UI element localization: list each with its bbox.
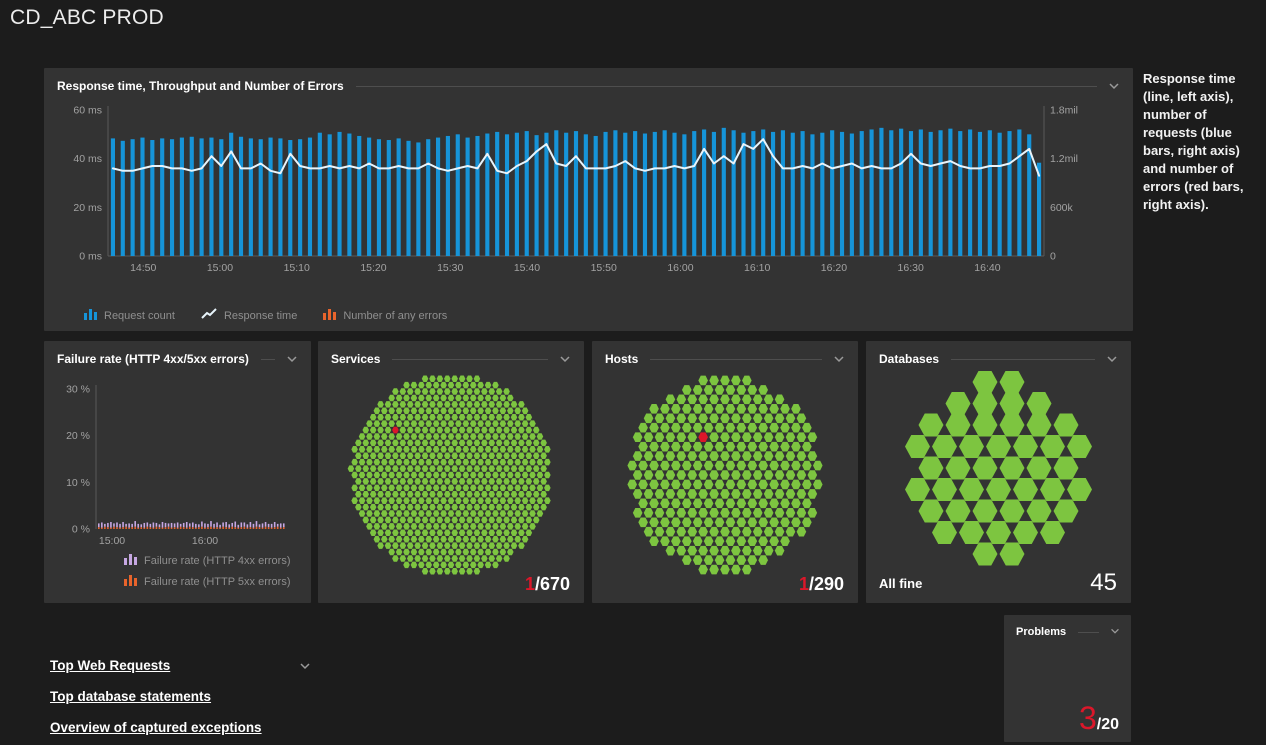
svg-text:16:20: 16:20 bbox=[821, 262, 847, 274]
hosts-count: 1/290 bbox=[799, 574, 844, 595]
svg-text:0 %: 0 % bbox=[72, 524, 90, 536]
chevron-down-icon[interactable] bbox=[558, 352, 572, 366]
page-title: CD_ABC PROD bbox=[10, 6, 164, 29]
problems-panel: Problems 3 /20 bbox=[1004, 615, 1131, 742]
services-total-count: /670 bbox=[534, 574, 570, 594]
link-top-database-statements[interactable]: Top database statements bbox=[50, 689, 212, 704]
svg-text:0 ms: 0 ms bbox=[79, 251, 102, 263]
legend-item[interactable]: Response time bbox=[201, 308, 297, 323]
header-divider bbox=[951, 358, 1095, 360]
svg-text:20 ms: 20 ms bbox=[73, 202, 102, 214]
chevron-down-icon[interactable] bbox=[1105, 352, 1119, 366]
chevron-down-icon[interactable] bbox=[1109, 625, 1123, 639]
drilldown-links: Top Web Requests Top database statements… bbox=[50, 650, 312, 743]
svg-text:16:10: 16:10 bbox=[744, 262, 770, 274]
bar-series-icon bbox=[124, 553, 137, 568]
databases-status-label: All fine bbox=[879, 576, 923, 591]
failure-panel-title: Failure rate (HTTP 4xx/5xx errors) bbox=[57, 352, 249, 366]
timeseries-legend: Request count Response time Number of any … bbox=[84, 308, 447, 323]
failure-rate-legend: Failure rate (HTTP 4xx errors) Failure ra… bbox=[124, 553, 291, 589]
link-overview-captured-exceptions[interactable]: Overview of captured exceptions bbox=[50, 720, 262, 735]
header-divider bbox=[650, 358, 822, 360]
header-divider bbox=[260, 358, 275, 360]
svg-text:1.2mil: 1.2mil bbox=[1050, 153, 1078, 165]
link-top-web-requests[interactable]: Top Web Requests bbox=[50, 658, 171, 673]
services-panel: Services 1/670 bbox=[318, 341, 584, 603]
svg-text:10 %: 10 % bbox=[66, 477, 90, 489]
svg-text:15:50: 15:50 bbox=[591, 262, 617, 274]
hosts-panel-title: Hosts bbox=[605, 352, 639, 366]
timeseries-panel: Response time, Throughput and Number of … bbox=[44, 68, 1133, 331]
legend-item[interactable]: Failure rate (HTTP 4xx errors) bbox=[124, 553, 291, 568]
svg-text:16:40: 16:40 bbox=[974, 262, 1000, 274]
bar-series-icon bbox=[323, 308, 337, 323]
svg-text:15:40: 15:40 bbox=[514, 262, 540, 274]
line-series-icon bbox=[201, 308, 217, 323]
bar-series-icon bbox=[84, 308, 97, 323]
problems-open-count: 3 bbox=[1078, 700, 1097, 736]
hosts-honeycomb[interactable] bbox=[592, 371, 858, 583]
databases-count: 45 bbox=[1090, 569, 1117, 596]
chevron-down-icon[interactable] bbox=[1107, 79, 1121, 93]
legend-item[interactable]: Failure rate (HTTP 5xx errors) bbox=[124, 574, 291, 589]
services-honeycomb[interactable] bbox=[318, 371, 584, 583]
chart-annotation-note: Response time (line, left axis), number … bbox=[1143, 71, 1244, 212]
header-divider bbox=[392, 358, 548, 360]
legend-item[interactable]: Request count bbox=[84, 308, 175, 323]
databases-panel-title: Databases bbox=[879, 352, 940, 366]
legend-label: Request count bbox=[104, 309, 175, 322]
svg-text:600k: 600k bbox=[1050, 202, 1074, 214]
services-panel-title: Services bbox=[331, 352, 381, 366]
svg-text:15:00: 15:00 bbox=[207, 262, 233, 274]
header-divider bbox=[1078, 631, 1099, 633]
svg-text:15:00: 15:00 bbox=[99, 535, 125, 547]
timeseries-chart[interactable]: 0 ms 20 ms 40 ms 60 ms 0 600k 1.2mil 1.8mil 14:5… bbox=[56, 100, 1120, 292]
header-divider bbox=[355, 85, 1097, 87]
timeseries-panel-title: Response time, Throughput and Number of … bbox=[57, 79, 344, 93]
svg-text:20 %: 20 % bbox=[66, 430, 90, 442]
legend-label: Number of any errors bbox=[343, 309, 448, 322]
legend-label: Response time bbox=[223, 309, 298, 322]
databases-panel: Databases All fine 45 bbox=[866, 341, 1131, 603]
svg-text:60 ms: 60 ms bbox=[73, 105, 102, 117]
problems-panel-title: Problems bbox=[1016, 626, 1067, 638]
svg-text:15:30: 15:30 bbox=[437, 262, 463, 274]
svg-text:15:20: 15:20 bbox=[360, 262, 386, 274]
chevron-down-icon[interactable] bbox=[832, 352, 846, 366]
hosts-affected-count: 1 bbox=[798, 574, 809, 594]
legend-item[interactable]: Number of any errors bbox=[323, 308, 447, 323]
databases-honeycomb[interactable] bbox=[866, 371, 1131, 571]
chevron-down-icon[interactable] bbox=[298, 659, 312, 673]
problems-total-count: /20 bbox=[1096, 716, 1119, 733]
hosts-total-count: /290 bbox=[808, 574, 844, 594]
bar-series-icon bbox=[124, 574, 137, 589]
svg-text:14:50: 14:50 bbox=[130, 262, 156, 274]
services-affected-count: 1 bbox=[524, 574, 535, 594]
svg-text:0: 0 bbox=[1050, 251, 1056, 263]
failure-rate-chart[interactable]: 0 % 10 % 20 % 30 % 15:00 16:00 bbox=[48, 375, 306, 555]
svg-text:30 %: 30 % bbox=[66, 384, 90, 396]
legend-label: Failure rate (HTTP 4xx errors) bbox=[144, 554, 291, 567]
legend-label: Failure rate (HTTP 5xx errors) bbox=[144, 575, 291, 588]
svg-text:16:00: 16:00 bbox=[192, 535, 218, 547]
svg-text:16:30: 16:30 bbox=[898, 262, 924, 274]
svg-text:1.8mil: 1.8mil bbox=[1050, 105, 1078, 117]
chevron-down-icon[interactable] bbox=[285, 352, 299, 366]
failure-rate-panel: Failure rate (HTTP 4xx/5xx errors) 0 % 10… bbox=[44, 341, 311, 603]
svg-text:16:00: 16:00 bbox=[667, 262, 693, 274]
svg-text:40 ms: 40 ms bbox=[73, 153, 102, 165]
problems-count: 3 /20 bbox=[1079, 702, 1119, 734]
hosts-panel: Hosts 1/290 bbox=[592, 341, 858, 603]
svg-text:15:10: 15:10 bbox=[284, 262, 310, 274]
services-count: 1/670 bbox=[525, 574, 570, 595]
